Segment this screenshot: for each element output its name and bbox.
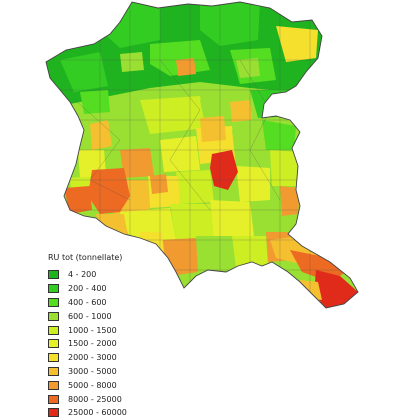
legend-item: 5000 - 8000 <box>48 378 208 392</box>
legend-item: 600 - 1000 <box>48 309 208 323</box>
legend-rows: 4 - 200 200 - 400 400 - 600 600 - 1000 1000 … <box>48 268 208 420</box>
legend-label: 600 - 1000 <box>68 311 112 321</box>
legend-item: 400 - 600 <box>48 296 208 310</box>
legend-label: 2000 - 3000 <box>68 353 117 363</box>
legend-item: 25000 - 60000 <box>48 406 208 420</box>
region-outline <box>45 1 359 309</box>
legend-item: 8000 - 25000 <box>48 392 208 406</box>
legend-title: RU tot (tonnellate) <box>48 253 123 262</box>
legend-swatch <box>48 408 59 418</box>
legend-label: 4 - 200 <box>68 270 97 280</box>
legend-item: 3000 - 5000 <box>48 365 208 379</box>
legend-label: 200 - 400 <box>68 284 107 294</box>
legend-label: 1500 - 2000 <box>68 339 117 349</box>
legend-swatch <box>48 394 59 404</box>
legend-label: 400 - 600 <box>68 297 107 307</box>
legend-swatch <box>48 366 59 376</box>
legend-label: 8000 - 25000 <box>68 394 122 404</box>
legend-label: 1000 - 1500 <box>68 325 117 335</box>
legend-swatch <box>48 380 59 390</box>
legend-label: 3000 - 5000 <box>68 366 117 376</box>
legend-item: 4 - 200 <box>48 268 208 282</box>
legend-swatch <box>48 339 59 349</box>
legend-item: 1000 - 1500 <box>48 323 208 337</box>
legend-swatch <box>48 325 59 335</box>
legend-swatch <box>48 297 59 307</box>
legend-swatch <box>48 311 59 321</box>
legend-item: 2000 - 3000 <box>48 351 208 365</box>
legend-swatch <box>48 284 59 294</box>
legend-swatch <box>48 353 59 363</box>
map-legend: RU tot (tonnellate) 4 - 200 200 - 400 400 … <box>48 253 208 420</box>
legend-label: 25000 - 60000 <box>68 408 127 418</box>
municipality-map <box>45 1 359 309</box>
legend-label: 5000 - 8000 <box>68 380 117 390</box>
legend-item: 1500 - 2000 <box>48 337 208 351</box>
legend-item: 200 - 400 <box>48 282 208 296</box>
legend-swatch <box>48 270 59 280</box>
